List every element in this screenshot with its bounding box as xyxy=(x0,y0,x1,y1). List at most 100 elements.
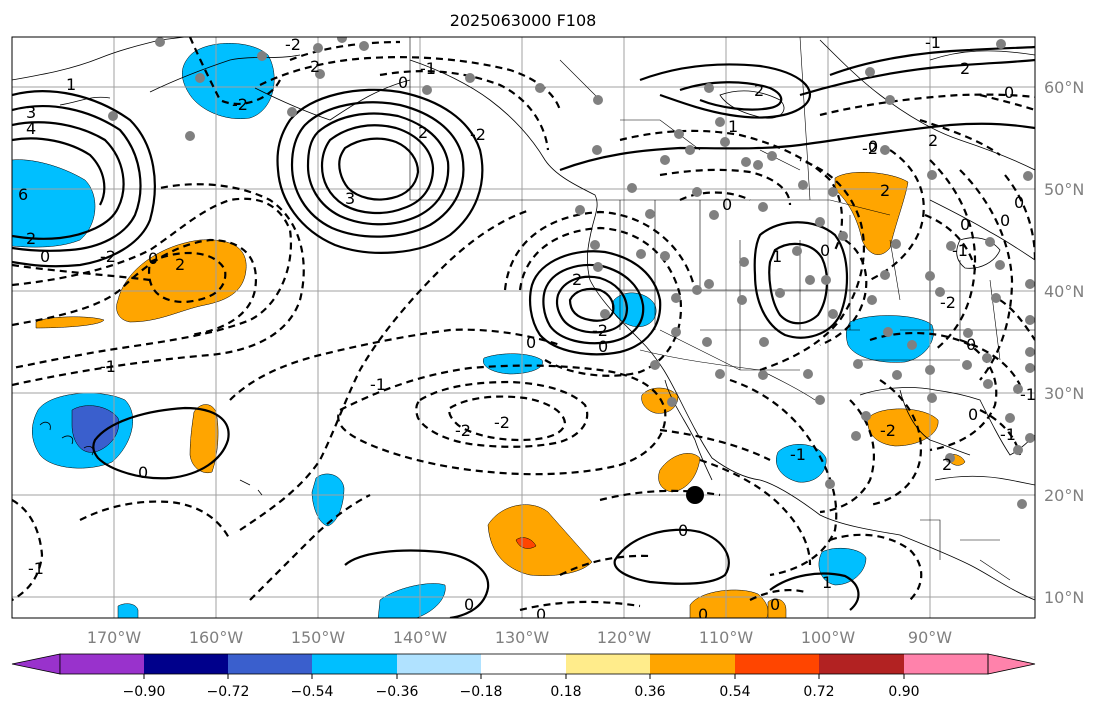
shading-blue-westpacific xyxy=(12,159,96,248)
contour-label: 0 xyxy=(536,605,546,624)
contour-label: 0 xyxy=(1004,83,1014,102)
shading-blue-10n xyxy=(377,583,446,618)
shading-blue-central-us xyxy=(846,315,934,363)
contour-label: 2 xyxy=(960,59,970,78)
shading-blue-mexico xyxy=(776,444,827,483)
colorbar-segment xyxy=(60,654,144,674)
contour-label: 0 xyxy=(698,605,708,624)
colorbar-tick-label: 0.36 xyxy=(634,684,665,700)
contour-label: -2 xyxy=(232,95,248,114)
lon-label: 90°W xyxy=(908,628,952,647)
contour-label: -1 xyxy=(925,33,941,52)
lon-label: 110°W xyxy=(699,628,754,647)
contour-label: 1 xyxy=(66,75,76,94)
shading-orange-canada xyxy=(834,172,909,255)
contour-label: 6 xyxy=(18,185,28,204)
colorbar-segment xyxy=(228,654,312,674)
contour-label: 0 xyxy=(966,335,976,354)
lon-label: 100°W xyxy=(801,628,856,647)
lat-label: 30°N xyxy=(1044,384,1084,403)
contour-label: 0 xyxy=(968,405,978,424)
lat-label: 50°N xyxy=(1044,180,1084,199)
contour-label: 4 xyxy=(26,119,36,138)
contour-label: 3 xyxy=(345,189,355,208)
contour-label: 2 xyxy=(928,131,938,150)
colorbar-tick-label: −0.72 xyxy=(207,684,250,700)
contour-label: -2 xyxy=(862,139,878,158)
contour-label: 0 xyxy=(598,337,608,356)
contour-label: -1 xyxy=(952,241,968,260)
colorbar-segment xyxy=(144,654,228,674)
contour-label: -1 xyxy=(370,375,386,394)
colorbar-tick-label: 0.18 xyxy=(550,684,581,700)
contour-lines xyxy=(12,37,1035,618)
lat-label: 10°N xyxy=(1044,588,1084,607)
shading-orange-20n-pacific xyxy=(487,504,593,576)
colorbar-tick-label: 0.90 xyxy=(888,684,919,700)
contour-label: 1 xyxy=(822,573,832,592)
contour-label: -2 xyxy=(470,125,486,144)
lon-label: 150°W xyxy=(291,628,346,647)
contour-label: 0 xyxy=(40,247,50,266)
colorbar-segment xyxy=(397,654,481,674)
contour-label: 0 xyxy=(960,215,970,234)
contour-label: 0 xyxy=(526,333,536,352)
map-frame xyxy=(11,36,1036,619)
reference-point-marker xyxy=(686,486,704,504)
lon-label: 130°W xyxy=(495,628,550,647)
colorbar-tick-label: −0.18 xyxy=(460,684,503,700)
colorbar-segment xyxy=(650,654,735,674)
colorbar-high-extend xyxy=(987,653,1036,675)
shading-darkblue-hawaii-west xyxy=(71,405,120,453)
colorbar-segment xyxy=(735,654,819,674)
colorbar-tick-label: −0.36 xyxy=(376,684,419,700)
contour-label-group: 1 3 4 6 2 0 -2 0 -1 2 -2 2 3 2 -2 -1 0 -… xyxy=(18,33,1035,624)
contour-label: -1 xyxy=(100,357,116,376)
contour-label: 0 xyxy=(1000,211,1010,230)
shading-orange-north-pacific xyxy=(116,239,247,323)
contour-label: 2 xyxy=(572,270,582,289)
contour-label: 1 xyxy=(772,247,782,266)
map-title: 2025063000 F108 xyxy=(450,11,597,30)
contour-label: -2 xyxy=(100,247,116,266)
colorbar-segment xyxy=(312,654,397,674)
contour-label: -2 xyxy=(494,413,510,432)
lat-label: 60°N xyxy=(1044,78,1084,97)
shading-blue-gulf xyxy=(117,603,139,618)
contour-label: 0 xyxy=(138,463,148,482)
political-borders xyxy=(409,37,1035,581)
contour-label: -1 xyxy=(790,445,806,464)
shading-blue-12n xyxy=(818,547,867,586)
contour-label: 2 xyxy=(26,229,36,248)
shading-orange-8n-b xyxy=(767,598,787,618)
lon-label: 170°W xyxy=(87,628,142,647)
contour-label: 0 xyxy=(678,521,688,540)
lon-label: 120°W xyxy=(597,628,652,647)
contour-label: 0 xyxy=(148,249,158,268)
contour-label: 0 xyxy=(820,241,830,260)
contour-label: 0 xyxy=(464,595,474,614)
contour-label: 2 xyxy=(754,81,764,100)
contour-label: -1 xyxy=(1000,425,1016,444)
colorbar-segment xyxy=(481,654,566,674)
contour-label: 3 xyxy=(26,103,36,122)
contour-label: 0 xyxy=(398,73,408,92)
map-panel: 1 3 4 6 2 0 -2 0 -1 2 -2 2 3 2 -2 -1 0 -… xyxy=(12,33,1035,624)
contour-label: 0 xyxy=(722,195,732,214)
contour-label: 0 xyxy=(868,137,878,156)
contour-label: 2 xyxy=(942,455,952,474)
longitude-labels: 170°W 160°W 150°W 140°W 130°W 120°W 110°… xyxy=(87,628,952,647)
contour-label: -2 xyxy=(285,35,301,54)
contour-label: -2 xyxy=(455,421,471,440)
colorbar-tick-label: 0.72 xyxy=(803,684,834,700)
contour-label: 1 xyxy=(728,117,738,136)
latitude-labels: 60°N 50°N 40°N 30°N 20°N 10°N xyxy=(1044,78,1084,607)
contour-label: -1 xyxy=(28,559,44,578)
contour-label: 2 xyxy=(175,255,185,274)
shading-orange-baja xyxy=(641,387,679,414)
shaded-anomalies xyxy=(12,43,966,618)
contour-label: 0 xyxy=(770,595,780,614)
colorbar-segment xyxy=(904,654,988,674)
contour-label: 2 xyxy=(418,123,428,142)
